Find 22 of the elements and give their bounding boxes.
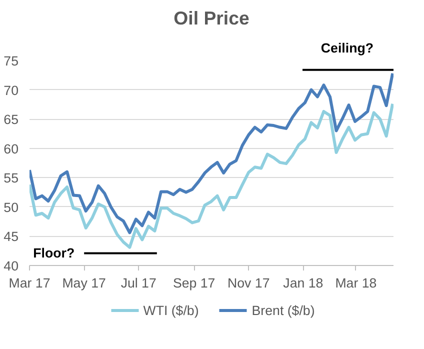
chart-title: Oil Price <box>174 8 250 28</box>
y-tick-label: 70 <box>4 82 19 98</box>
legend-label: WTI ($/b) <box>143 302 199 318</box>
y-tick-label: 75 <box>4 54 19 68</box>
ref-line-label: Ceiling? <box>320 40 374 56</box>
x-tick-label: Nov 17 <box>228 276 270 290</box>
x-tick-label: Mar 17 <box>8 276 50 290</box>
x-tick-label: May 17 <box>62 276 106 290</box>
y-tick-label: 45 <box>4 229 19 244</box>
ref-line-label: Floor? <box>33 246 75 261</box>
y-tick-label: 55 <box>4 170 19 186</box>
y-tick-label: 50 <box>4 200 19 215</box>
x-tick-label: Jan 18 <box>283 276 324 290</box>
x-tick-label: Sep 17 <box>172 276 216 290</box>
y-tick-label: 60 <box>4 141 19 156</box>
x-tick-label: Jul 17 <box>120 276 156 290</box>
x-tick-label: Mar 18 <box>335 276 377 290</box>
y-tick-label: 65 <box>4 112 19 128</box>
line-series <box>30 72 394 234</box>
y-tick-label: 40 <box>4 258 19 274</box>
legend-label: Brent ($/b) <box>252 302 315 318</box>
line-series <box>30 102 394 249</box>
